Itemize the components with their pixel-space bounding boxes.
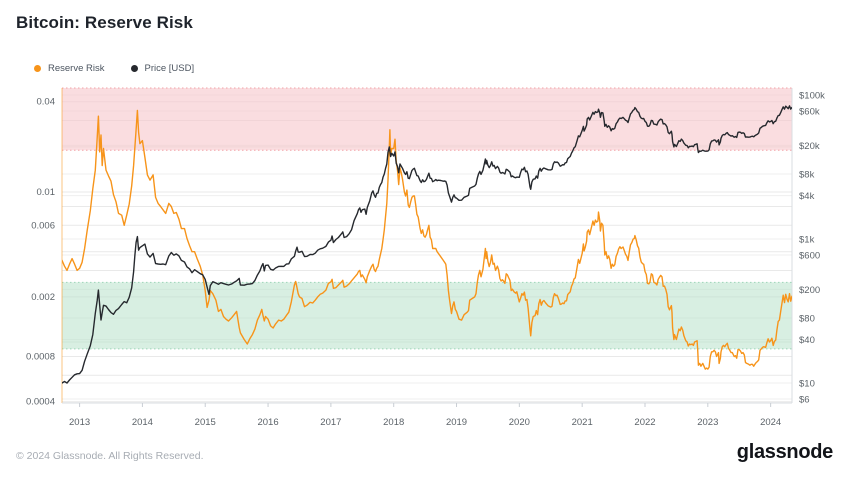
reserve-risk-line bbox=[62, 109, 792, 370]
left-tick-label: 0.002 bbox=[31, 292, 55, 303]
legend-label-reserve-risk: Reserve Risk bbox=[48, 63, 105, 74]
price-marker-icon bbox=[130, 65, 138, 72]
x-tick-label: 2023 bbox=[697, 417, 718, 428]
right-tick-label: $600 bbox=[799, 250, 820, 261]
x-tick-label: 2022 bbox=[634, 417, 655, 428]
legend-item-reserve-risk[interactable]: Reserve Risk bbox=[34, 63, 105, 74]
right-axis-labels: $100k $60k $20k $8k $4k $1k $600 $200 $80 $40 $10 $… bbox=[799, 91, 825, 406]
right-tick-label: $80 bbox=[799, 313, 815, 324]
chart-legend: Reserve Risk Price [USD] bbox=[34, 63, 194, 74]
x-tick-label: 2017 bbox=[320, 417, 341, 428]
left-axis-labels: 0.04 0.01 0.006 0.002 0.0008 0.0004 bbox=[26, 97, 55, 408]
left-tick-label: 0.04 bbox=[37, 97, 56, 108]
right-tick-label: $1k bbox=[799, 235, 815, 246]
x-tick-label: 2016 bbox=[257, 417, 278, 428]
x-tick-label: 2021 bbox=[572, 417, 593, 428]
x-tick-label: 2018 bbox=[383, 417, 404, 428]
legend-label-price: Price [USD] bbox=[144, 63, 195, 74]
undervalued-zone-band bbox=[62, 282, 792, 349]
right-tick-label: $40 bbox=[799, 335, 815, 346]
plot-area: 2013 2014 2015 2016 2017 2018 2019 2020 2021 2022… bbox=[26, 87, 825, 428]
glassnode-logo: glassnode bbox=[736, 441, 834, 463]
right-tick-label: $200 bbox=[799, 285, 820, 296]
x-tick-label: 2014 bbox=[132, 417, 153, 428]
left-tick-label: 0.006 bbox=[31, 220, 55, 231]
price-line bbox=[62, 105, 792, 384]
right-tick-label: $100k bbox=[799, 91, 825, 102]
x-tick-label: 2013 bbox=[69, 417, 90, 428]
x-tick-label: 2024 bbox=[760, 417, 781, 428]
page-title: Bitcoin: Reserve Risk bbox=[16, 13, 193, 32]
overvalued-zone-band bbox=[62, 88, 792, 151]
right-tick-label: $6 bbox=[799, 394, 810, 405]
x-axis-labels: 2013 2014 2015 2016 2017 2018 2019 2020 2021 2022… bbox=[69, 403, 781, 428]
right-tick-label: $60k bbox=[799, 106, 820, 117]
reserve-risk-marker-icon bbox=[34, 65, 41, 72]
right-tick-label: $4k bbox=[799, 191, 815, 202]
x-tick-label: 2015 bbox=[195, 417, 216, 428]
x-tick-label: 2020 bbox=[509, 417, 530, 428]
copyright-text: © 2024 Glassnode. All Rights Reserved. bbox=[16, 450, 204, 462]
right-tick-label: $8k bbox=[799, 169, 815, 180]
left-tick-label: 0.0004 bbox=[26, 397, 55, 408]
left-tick-label: 0.0008 bbox=[26, 352, 55, 363]
right-tick-label: $20k bbox=[799, 141, 820, 152]
left-tick-label: 0.01 bbox=[37, 187, 56, 198]
legend-item-price[interactable]: Price [USD] bbox=[130, 63, 195, 74]
right-tick-label: $10 bbox=[799, 379, 815, 390]
x-tick-label: 2019 bbox=[446, 417, 467, 428]
